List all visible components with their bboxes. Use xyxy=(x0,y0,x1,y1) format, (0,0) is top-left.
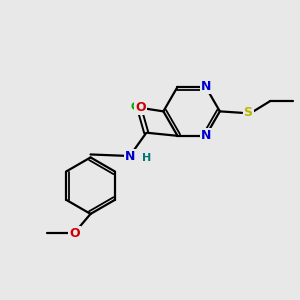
Text: O: O xyxy=(135,101,146,114)
Text: Cl: Cl xyxy=(131,102,142,112)
Text: O: O xyxy=(69,227,80,240)
Text: N: N xyxy=(125,149,135,163)
Text: N: N xyxy=(200,80,211,93)
Text: N: N xyxy=(200,129,211,142)
Text: S: S xyxy=(244,106,253,119)
Text: H: H xyxy=(142,152,151,163)
